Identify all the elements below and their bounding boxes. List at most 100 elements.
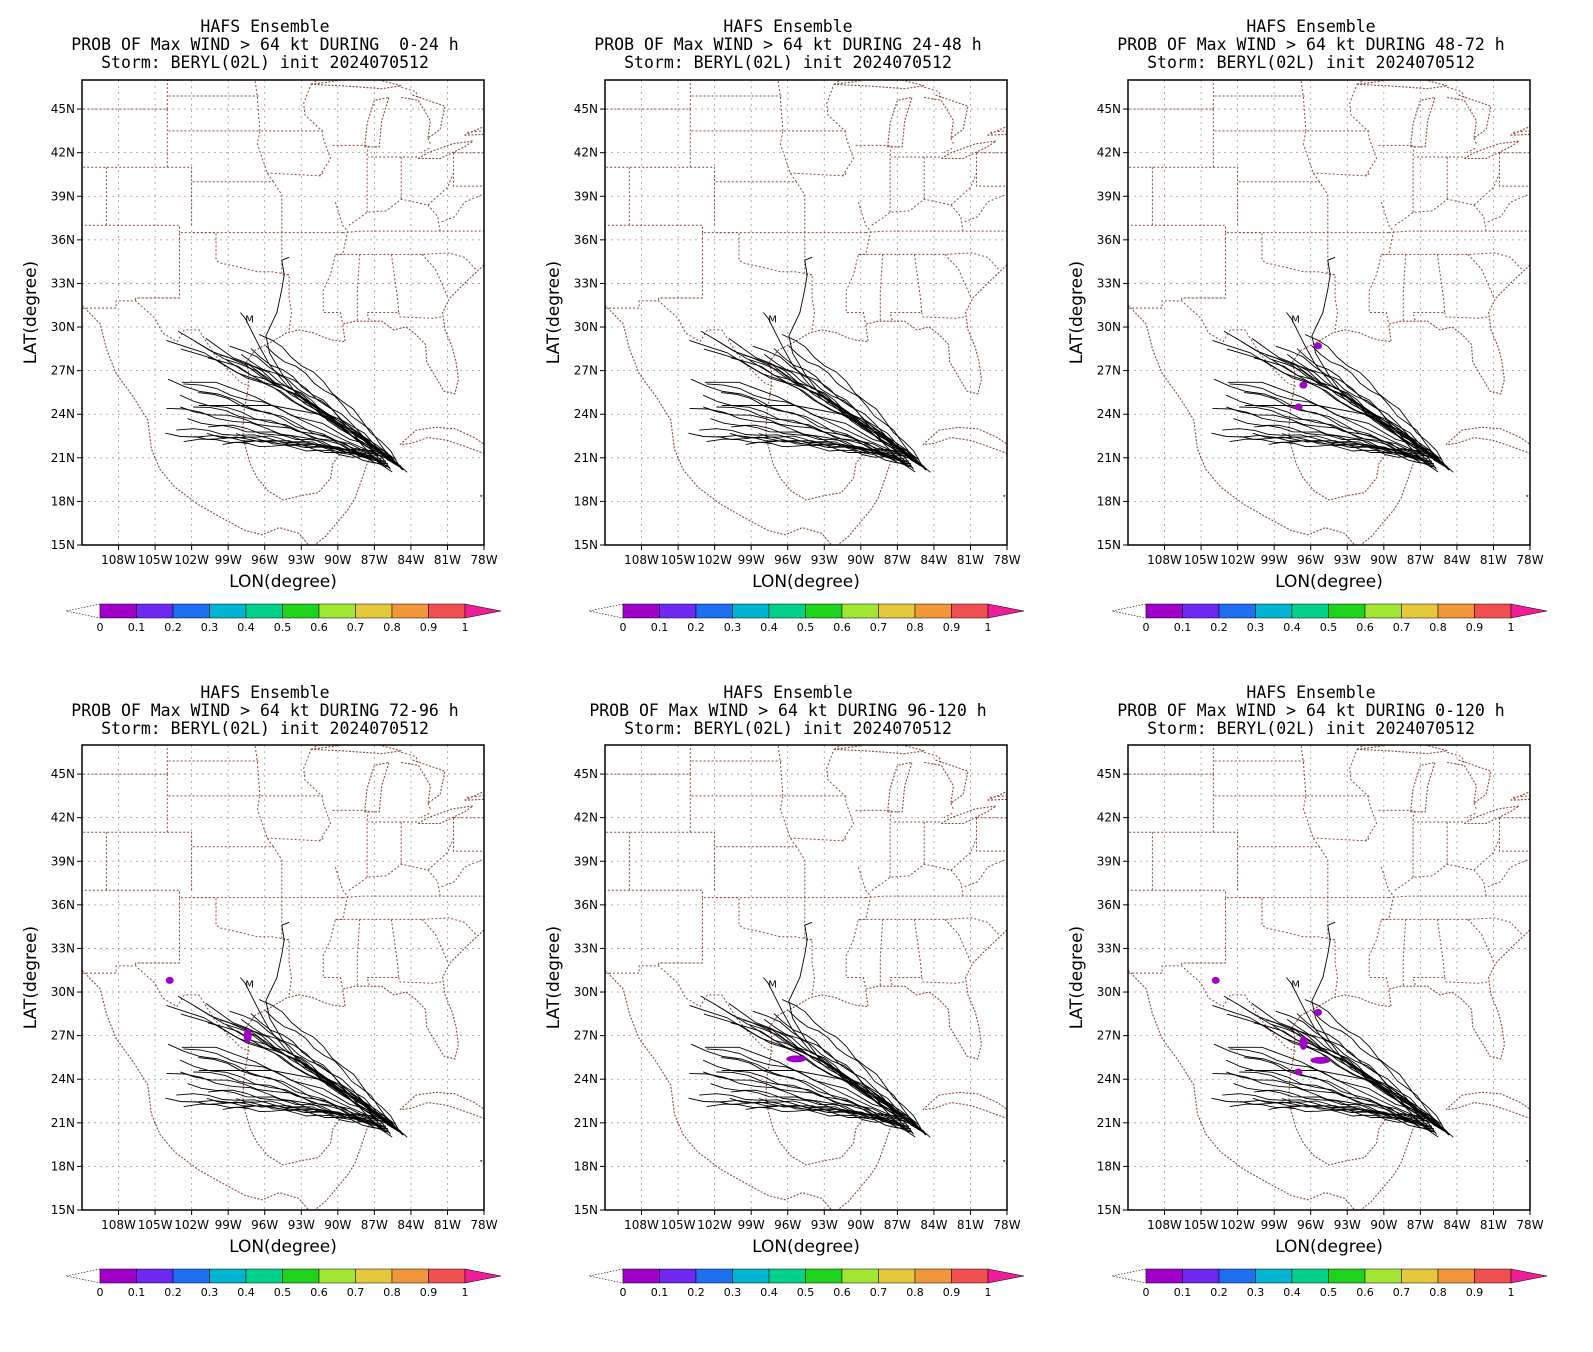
state-border bbox=[135, 297, 180, 301]
panel-title-line: PROB OF Max WIND > 64 kt DURING 72-96 h bbox=[71, 701, 459, 720]
state-border bbox=[1466, 147, 1476, 154]
state-border bbox=[1388, 230, 1530, 234]
state-border bbox=[342, 230, 484, 234]
colorbar-segment bbox=[695, 603, 733, 619]
y-tick-label: 15N bbox=[1097, 538, 1121, 552]
state-border bbox=[833, 80, 842, 85]
y-tick-label: 36N bbox=[51, 233, 75, 247]
x-tick-label: 87W bbox=[361, 553, 388, 567]
probability-blob bbox=[786, 1055, 807, 1063]
colorbar-segment bbox=[1291, 1268, 1329, 1284]
colorbar-label: 0 bbox=[97, 621, 104, 634]
state-border bbox=[427, 172, 454, 206]
state-border bbox=[1550, 100, 1567, 118]
map-content: M bbox=[605, 745, 1007, 1210]
state-border bbox=[427, 837, 454, 871]
ensemble-track bbox=[721, 405, 920, 464]
x-tick-label: 78W bbox=[1516, 1218, 1543, 1232]
ensemble-track bbox=[728, 338, 916, 473]
state-border bbox=[303, 84, 332, 177]
state-border bbox=[950, 802, 954, 810]
x-tick-label: 81W bbox=[1480, 553, 1507, 567]
panel-title-line: Storm: BERYL(02L) init 2024070512 bbox=[1147, 53, 1475, 72]
state-border bbox=[466, 130, 484, 133]
ensemble-track bbox=[208, 425, 378, 460]
ensemble-track bbox=[240, 977, 402, 1132]
state-border bbox=[605, 965, 774, 1053]
y-tick-label: 36N bbox=[51, 898, 75, 912]
state-border bbox=[790, 837, 847, 842]
state-border bbox=[303, 749, 332, 842]
ensemble-track bbox=[222, 441, 384, 465]
colorbar-label: 0 bbox=[1143, 1286, 1150, 1299]
state-border bbox=[1394, 863, 1487, 897]
state-border bbox=[658, 297, 703, 301]
colorbar-segment bbox=[245, 1268, 283, 1284]
colorbar-high-triangle bbox=[464, 1268, 502, 1284]
ensemble-track bbox=[1286, 977, 1448, 1132]
state-border bbox=[833, 745, 842, 750]
map-content: M bbox=[82, 80, 484, 545]
ensemble-track bbox=[781, 999, 922, 1130]
ensemble-track bbox=[166, 339, 408, 473]
track-label: M bbox=[1291, 980, 1300, 991]
state-border bbox=[335, 917, 478, 936]
x-tick-label: 87W bbox=[884, 553, 911, 567]
ensemble-track bbox=[1227, 381, 1438, 462]
x-tick-label: 102W bbox=[174, 1218, 209, 1232]
state-border bbox=[1128, 889, 1226, 898]
x-tick-label: 102W bbox=[697, 1218, 732, 1232]
x-tick-label: 105W bbox=[138, 553, 173, 567]
x-tick-label: 96W bbox=[251, 553, 278, 567]
state-border bbox=[1128, 224, 1226, 233]
state-border bbox=[658, 232, 813, 299]
y-tick-label: 30N bbox=[51, 985, 75, 999]
state-border bbox=[1557, 851, 1567, 870]
colorbar-label: 0.6 bbox=[310, 1286, 328, 1299]
colorbar-segment bbox=[318, 603, 356, 619]
y-tick-label: 18N bbox=[51, 1159, 75, 1173]
state-border bbox=[1444, 312, 1488, 319]
ensemble-track bbox=[1240, 436, 1422, 454]
colorbar-label: 0.6 bbox=[1356, 1286, 1374, 1299]
colorbar-segment bbox=[914, 1268, 952, 1284]
panel-title-line: PROB OF Max WIND > 64 kt DURING 96-120 h bbox=[589, 701, 987, 720]
state-border bbox=[1446, 821, 1465, 865]
y-tick-label: 21N bbox=[51, 1116, 75, 1130]
state-border bbox=[82, 166, 283, 233]
ensemble-track bbox=[1281, 1098, 1428, 1124]
colorbar-label: 0.1 bbox=[651, 1286, 669, 1299]
state-border bbox=[400, 821, 419, 865]
ensemble-track bbox=[1311, 1010, 1443, 1126]
colorbar-label: 0.8 bbox=[1429, 1286, 1447, 1299]
x-tick-label: 87W bbox=[1407, 1218, 1434, 1232]
ensemble-track bbox=[1311, 345, 1443, 461]
probability-blob bbox=[243, 1028, 252, 1043]
state-border bbox=[1181, 962, 1226, 966]
y-tick-label: 30N bbox=[574, 985, 598, 999]
colorbar-label: 0.1 bbox=[128, 1286, 146, 1299]
coastline bbox=[417, 805, 474, 825]
map-panel: HAFS Ensemble PROB OF Max WIND > 64 kt DU… bbox=[0, 0, 530, 676]
y-tick-label: 33N bbox=[574, 276, 598, 290]
state-border bbox=[356, 919, 361, 987]
state-border bbox=[605, 224, 703, 233]
colorbar-label: 0.2 bbox=[164, 1286, 182, 1299]
x-axis-label: LON(degree) bbox=[752, 572, 860, 592]
colorbar-label: 0.4 bbox=[1283, 1286, 1301, 1299]
colorbar-segment bbox=[1218, 1268, 1256, 1284]
state-border bbox=[1213, 795, 1320, 847]
colorbar-label: 1 bbox=[1508, 1286, 1515, 1299]
map-panel: HAFS Ensemble PROB OF Max WIND > 64 kt DU… bbox=[1046, 665, 1576, 1341]
colorbar-label: 0.1 bbox=[1174, 621, 1192, 634]
y-tick-label: 18N bbox=[1097, 1159, 1121, 1173]
colorbar-label: 0.4 bbox=[760, 621, 778, 634]
colorbar-label: 0.9 bbox=[1466, 1286, 1484, 1299]
state-border bbox=[923, 156, 942, 200]
state-border bbox=[167, 130, 274, 182]
x-axis-label: LON(degree) bbox=[229, 572, 337, 592]
colorbar-label: 0.9 bbox=[420, 621, 438, 634]
state-border bbox=[1512, 795, 1530, 798]
colorbar-segment bbox=[391, 1268, 429, 1284]
ensemble-track bbox=[180, 406, 393, 458]
